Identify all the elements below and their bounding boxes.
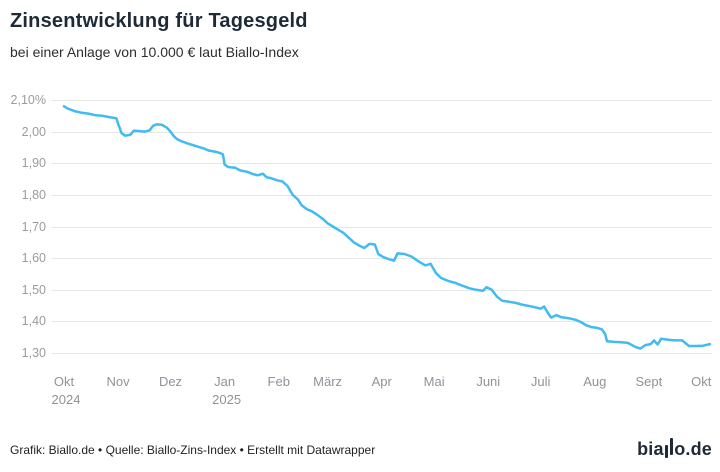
series-line xyxy=(62,105,712,350)
x-tick-year-label: 2025 xyxy=(212,392,242,407)
logo-text-prefix: bia xyxy=(637,439,664,459)
y-tick-label: 1,90 xyxy=(21,156,46,171)
logo-text-suffix: o.de xyxy=(674,439,712,459)
y-tick-label: 2,10% xyxy=(10,93,46,107)
x-tick-label: Okt xyxy=(691,374,712,389)
y-tick-label: 1,30 xyxy=(21,346,46,360)
footer-credit: Grafik: Biallo.de • Quelle: Biallo-Zins-… xyxy=(10,443,376,457)
x-tick-label: Juni xyxy=(476,374,501,389)
logo-bar-icon xyxy=(665,445,668,458)
x-tick-label: Jan xyxy=(214,374,236,389)
y-tick-label: 1,40 xyxy=(21,314,46,329)
x-tick-label: Mai xyxy=(423,374,445,389)
logo-bar-icon xyxy=(670,438,673,455)
y-tick-label: 1,70 xyxy=(21,219,46,234)
x-tick-label: Sept xyxy=(635,374,663,389)
x-tick-label: Dez xyxy=(158,374,183,389)
x-tick-label: Feb xyxy=(267,374,290,389)
x-tick-year-label: 2024 xyxy=(51,392,81,407)
x-tick-label: März xyxy=(313,374,343,389)
chart-title: Zinsentwicklung für Tagesgeld xyxy=(10,10,308,32)
x-tick-label: Okt xyxy=(53,374,75,389)
chart-subtitle: bei einer Anlage von 10.000 € laut Biall… xyxy=(10,44,299,60)
x-tick-label: Nov xyxy=(106,374,130,389)
x-tick-label: Juli xyxy=(530,374,551,389)
x-tick-label: Aug xyxy=(583,374,607,389)
x-tick-label: Apr xyxy=(371,374,392,389)
gridlines xyxy=(52,100,712,354)
y-tick-label: 1,60 xyxy=(21,251,46,266)
biallo-logo: bia o.de xyxy=(637,438,712,462)
y-tick-label: 1,80 xyxy=(21,187,46,202)
y-tick-label: 1,50 xyxy=(21,282,46,297)
y-tick-label: 2,00 xyxy=(21,124,46,139)
